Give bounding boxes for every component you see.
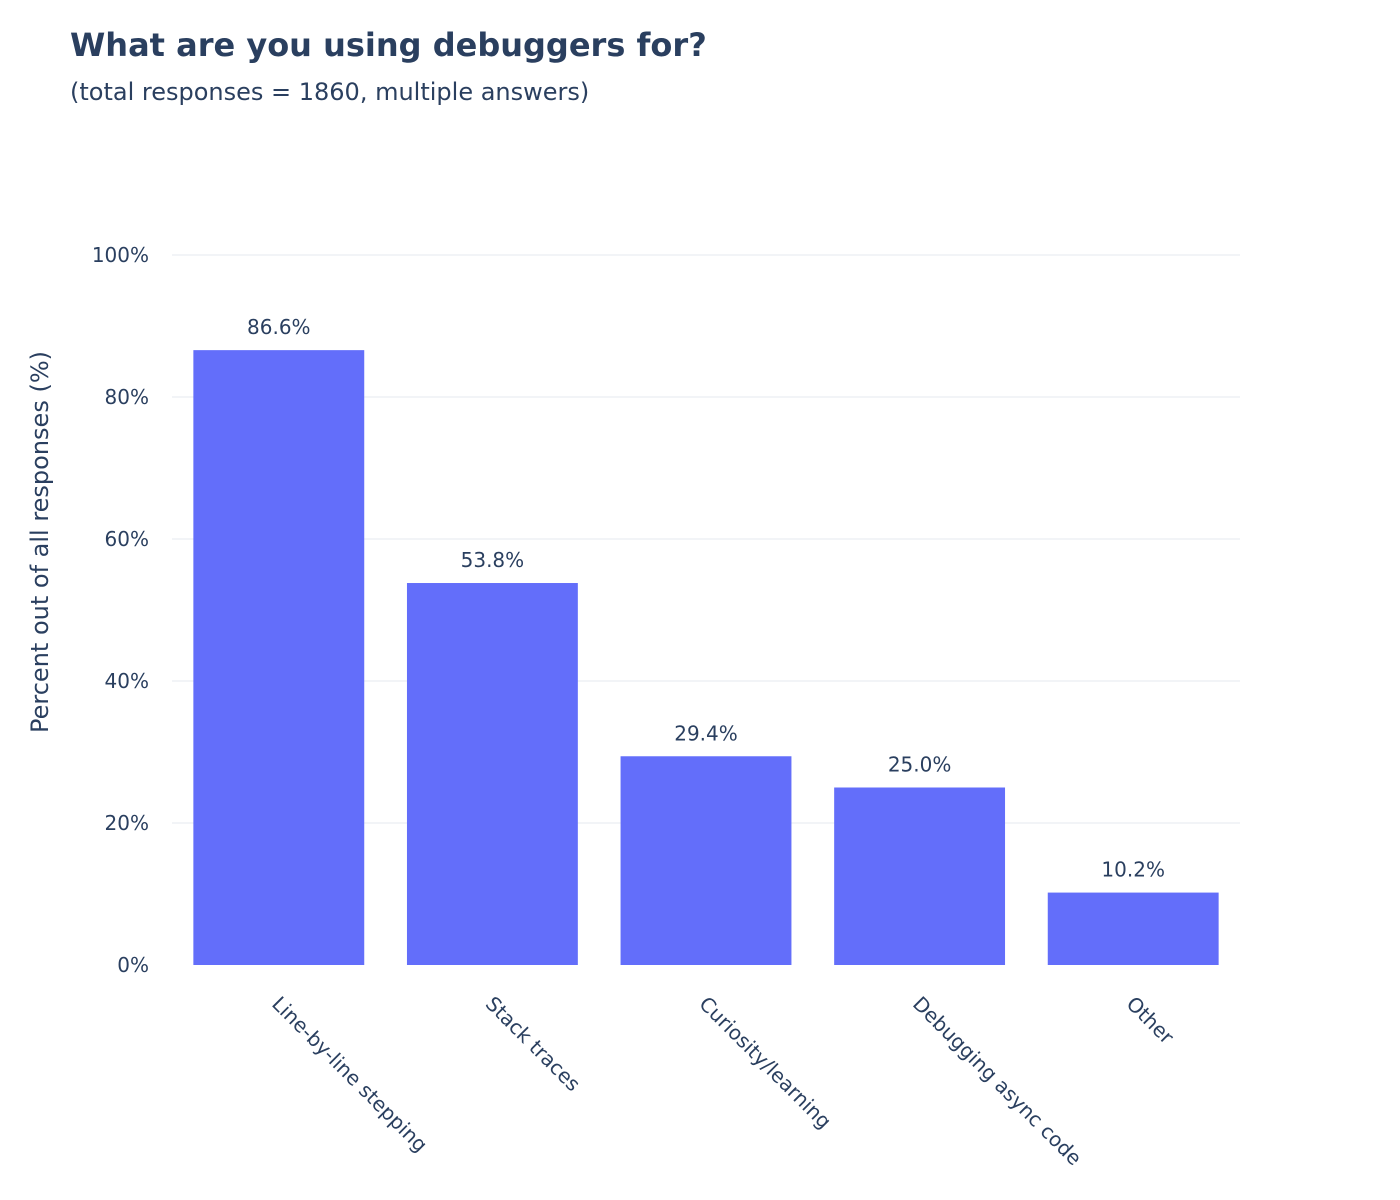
bar <box>834 787 1006 965</box>
y-tick-label: 100% <box>92 243 149 267</box>
bar <box>406 583 578 965</box>
y-axis-label: Percent out of all responses (%) <box>26 351 54 733</box>
y-tick-label: 20% <box>105 811 149 835</box>
x-tick-label: Stack traces <box>481 992 585 1096</box>
bar <box>1047 892 1219 965</box>
x-tick-label: Other <box>1122 992 1180 1050</box>
bar <box>620 756 792 965</box>
y-tick-label: 80% <box>105 385 149 409</box>
y-tick-label: 40% <box>105 669 149 693</box>
chart-title: What are you using debuggers for? <box>70 26 707 64</box>
y-tick-label: 60% <box>105 527 149 551</box>
x-tick-label: Curiosity/learning <box>694 992 836 1134</box>
data-label: 25.0% <box>888 753 952 777</box>
chart-subtitle: (total responses = 1860, multiple answer… <box>70 78 590 106</box>
y-axis-ticks: 0% 20% 40% 60% 80% 100% <box>92 243 149 977</box>
x-tick-label: Line-by-line stepping <box>267 992 432 1157</box>
x-axis-ticks: Line-by-line stepping Stack traces Curiosi… <box>267 992 1179 1171</box>
bar-layer <box>193 350 1219 965</box>
data-label: 86.6% <box>247 315 311 339</box>
data-label: 10.2% <box>1101 858 1165 882</box>
data-label: 29.4% <box>674 721 738 745</box>
x-tick-label: Debugging async code <box>908 992 1087 1171</box>
y-tick-label: 0% <box>117 953 149 977</box>
data-label: 53.8% <box>461 548 525 572</box>
data-label-layer: 86.6% 53.8% 29.4% 25.0% 10.2% <box>247 315 1165 881</box>
bar <box>193 350 365 965</box>
